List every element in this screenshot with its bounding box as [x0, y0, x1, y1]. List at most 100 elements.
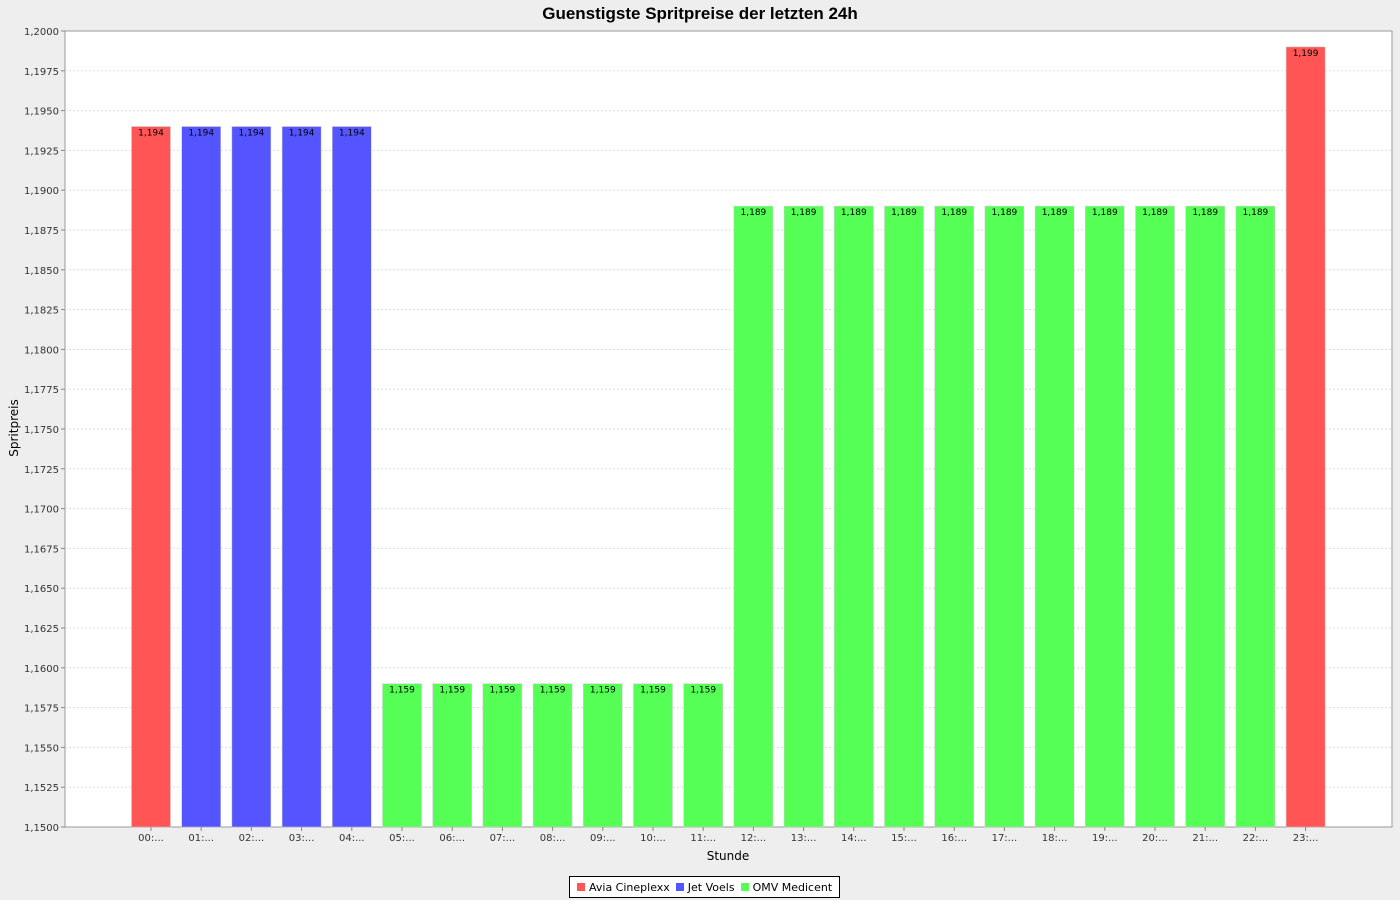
- bar-value-label: 1,194: [289, 129, 315, 139]
- bar-value-label: 1,189: [741, 208, 767, 218]
- bars: [131, 46, 1326, 828]
- x-axis: 00:... 01:... 02:... 03:... 04:... 05:... 06:.…: [138, 827, 1318, 844]
- x-tick-label: 13:...: [791, 833, 817, 844]
- x-tick-label: 20:...: [1142, 833, 1168, 844]
- bar: [482, 683, 523, 828]
- bar-value-label: 1,194: [339, 129, 365, 139]
- bar: [181, 126, 221, 828]
- bar-value-label: 1,189: [891, 208, 917, 218]
- y-tick-label: 1,1975: [24, 67, 59, 78]
- y-axis: 1,1500 1,1525 1,1550 1,1575 1,1600 1,1625 1,16…: [24, 27, 65, 834]
- bar-value-label: 1,194: [188, 129, 214, 139]
- bar: [1185, 205, 1225, 828]
- x-tick-label: 14:...: [841, 833, 867, 844]
- y-tick-label: 1,1650: [24, 584, 59, 595]
- y-tick-label: 1,1625: [24, 624, 59, 635]
- bar: [332, 126, 372, 828]
- x-tick-label: 11:...: [690, 833, 716, 844]
- bar: [281, 126, 322, 828]
- y-tick-label: 1,1950: [24, 107, 59, 118]
- x-tick-label: 05:...: [389, 833, 415, 844]
- bar: [683, 683, 723, 828]
- y-tick-label: 1,1675: [24, 544, 59, 555]
- x-tick-label: 10:...: [640, 833, 666, 844]
- x-tick-label: 17:...: [992, 833, 1018, 844]
- legend-label: OMV Medicent: [752, 880, 833, 894]
- y-tick-label: 1,1775: [24, 385, 59, 396]
- bar-value-label: 1,159: [490, 686, 516, 696]
- bar-value-label: 1,189: [791, 208, 817, 218]
- legend-label: Avia Cineplexx: [589, 880, 670, 894]
- bar-value-label: 1,159: [540, 686, 566, 696]
- bar: [733, 205, 774, 828]
- bar: [131, 126, 171, 828]
- bar-value-label: 1,159: [439, 686, 465, 696]
- y-tick-label: 1,1525: [24, 783, 59, 794]
- legend-item-avia-cineplexx: Avia Cineplexx: [577, 881, 670, 894]
- legend-swatch-icon: [740, 883, 749, 891]
- bar-value-label: 1,199: [1293, 49, 1319, 59]
- bar: [1285, 46, 1326, 828]
- y-tick-label: 1,1800: [24, 345, 59, 356]
- y-tick-label: 1,1700: [24, 505, 59, 516]
- y-tick-label: 1,1925: [24, 146, 59, 157]
- x-tick-label: 16:...: [941, 833, 967, 844]
- bar-value-label: 1,159: [640, 686, 666, 696]
- legend-swatch-icon: [675, 883, 684, 891]
- y-tick-label: 1,1750: [24, 425, 59, 436]
- x-tick-label: 03:...: [289, 833, 315, 844]
- bar-value-label: 1,189: [1192, 208, 1218, 218]
- bar: [783, 205, 824, 828]
- x-tick-label: 21:...: [1192, 833, 1218, 844]
- x-tick-label: 04:...: [339, 833, 365, 844]
- bar: [382, 683, 422, 828]
- y-axis-label: Spritpreis: [7, 399, 21, 456]
- bar-value-label: 1,189: [841, 208, 867, 218]
- y-tick-label: 1,2000: [24, 27, 59, 38]
- legend-swatch-icon: [577, 883, 585, 891]
- bar: [1034, 205, 1075, 828]
- y-tick-label: 1,1725: [24, 465, 59, 476]
- bar: [934, 205, 974, 828]
- bar: [583, 683, 623, 828]
- x-tick-label: 18:...: [1042, 833, 1068, 844]
- chart-title: Guenstigste Spritpreise der letzten 24h: [542, 4, 858, 23]
- bar: [432, 683, 472, 828]
- x-tick-label: 08:...: [540, 833, 566, 844]
- bar-value-label: 1,159: [690, 686, 716, 696]
- bar-value-label: 1,189: [1142, 208, 1168, 218]
- bar-value-label: 1,189: [1042, 208, 1068, 218]
- bar-value-labels: 1,194 1,194 1,194 1,194 1,194 1,159 1,159 1,159…: [138, 49, 1319, 696]
- x-tick-label: 01:...: [188, 833, 214, 844]
- bar: [633, 683, 673, 828]
- y-tick-label: 1,1850: [24, 266, 59, 277]
- y-tick-label: 1,1825: [24, 306, 59, 317]
- bar-value-label: 1,189: [941, 208, 967, 218]
- y-tick-label: 1,1600: [24, 664, 59, 675]
- bar: [231, 126, 272, 828]
- x-tick-label: 15:...: [891, 833, 917, 844]
- bar-value-label: 1,159: [590, 686, 616, 696]
- chart-legend: Avia Cineplexx Jet Voels OMV Medicent: [569, 876, 841, 898]
- legend-label: Jet Voels: [687, 880, 735, 894]
- bar-value-label: 1,159: [389, 686, 415, 696]
- y-tick-label: 1,1900: [24, 186, 59, 197]
- bar: [884, 205, 924, 828]
- bar: [532, 683, 573, 828]
- bar-value-label: 1,189: [992, 208, 1018, 218]
- y-tick-label: 1,1875: [24, 226, 59, 237]
- y-tick-label: 1,1500: [24, 823, 59, 834]
- legend-item-jet-voels: Jet Voels: [675, 880, 735, 894]
- x-tick-label: 09:...: [590, 833, 616, 844]
- x-tick-label: 06:...: [439, 833, 465, 844]
- bar: [1085, 205, 1125, 828]
- bar: [1235, 205, 1276, 828]
- y-tick-label: 1,1575: [24, 704, 59, 715]
- x-tick-label: 00:...: [138, 833, 164, 844]
- x-axis-label: Stunde: [707, 849, 750, 863]
- x-tick-label: 07:...: [490, 833, 516, 844]
- bar-value-label: 1,189: [1092, 208, 1118, 218]
- bar-value-label: 1,194: [239, 129, 265, 139]
